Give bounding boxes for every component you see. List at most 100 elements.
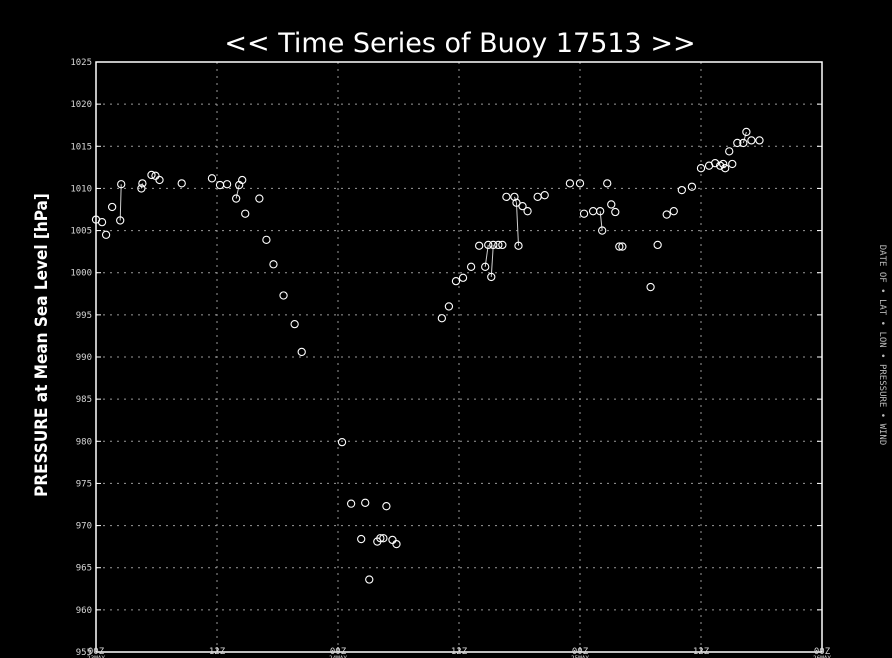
data-point <box>653 240 662 250</box>
data-point <box>487 272 496 282</box>
data-point <box>540 191 549 200</box>
data-point <box>238 175 247 185</box>
data-point <box>346 499 356 508</box>
grid <box>96 62 822 652</box>
data-point <box>494 240 503 250</box>
x-tick-label: 00Z <box>572 647 589 657</box>
data-point <box>646 282 655 292</box>
data-point <box>241 209 250 218</box>
data-point <box>138 179 147 188</box>
y-tick-label: 975 <box>76 479 92 489</box>
data-point <box>512 198 521 207</box>
y-axis-label: PRESSURE at Mean Sea Level [hPa] <box>32 193 52 497</box>
data-point <box>489 240 498 250</box>
series-connector <box>742 131 747 144</box>
data-point <box>117 180 126 189</box>
y-tick-label: 995 <box>76 311 92 321</box>
data-point <box>232 194 241 203</box>
x-tick-sublabel: 26MAY <box>813 655 831 658</box>
data-point <box>475 241 484 250</box>
data-point <box>733 138 742 148</box>
data-point <box>382 502 391 511</box>
y-tick-label: 1005 <box>70 227 92 237</box>
data-point <box>116 216 125 225</box>
data-point <box>147 170 156 180</box>
data-point <box>466 262 476 271</box>
y-tick-label: 960 <box>76 606 92 616</box>
data-points <box>91 127 764 584</box>
data-point <box>376 534 385 543</box>
data-point <box>502 192 511 202</box>
data-point <box>451 276 461 286</box>
series-connector <box>235 184 240 199</box>
x-tick-label: 12Z <box>451 647 468 657</box>
data-point <box>297 347 306 357</box>
data-point <box>598 226 607 235</box>
data-point <box>747 136 756 145</box>
y-tick-label: 955 <box>76 648 92 658</box>
data-point <box>484 240 493 250</box>
data-point <box>279 291 288 300</box>
data-point <box>269 260 278 269</box>
y-tick-label: 985 <box>76 395 92 405</box>
data-point <box>379 534 388 543</box>
data-point <box>725 147 734 156</box>
data-point <box>575 179 585 188</box>
data-point <box>290 319 299 329</box>
data-point <box>603 179 612 188</box>
x-tick-sublabel: 23MAY <box>87 655 105 658</box>
data-point <box>444 302 454 311</box>
data-point <box>687 182 697 191</box>
data-point <box>596 207 605 216</box>
data-point <box>728 159 737 169</box>
data-point <box>481 262 490 271</box>
y-tick-label: 1015 <box>70 142 92 152</box>
y-tick-label: 1025 <box>70 58 92 68</box>
data-point <box>739 138 748 148</box>
data-point <box>365 575 374 584</box>
series-connector <box>515 202 519 246</box>
data-point <box>518 201 527 211</box>
data-point <box>579 209 589 218</box>
x-tick-label: 12Z <box>209 647 226 657</box>
y-tick-label: 980 <box>76 437 92 447</box>
y-tick-label: 1020 <box>70 100 92 110</box>
series-connector <box>119 184 122 221</box>
y-tick-label: 970 <box>76 522 92 532</box>
data-point <box>721 164 730 173</box>
data-point <box>392 539 401 549</box>
series-connector <box>490 244 494 277</box>
y-tick-label: 1010 <box>70 184 92 194</box>
data-point <box>361 498 370 507</box>
data-point <box>262 235 271 244</box>
data-point <box>255 194 264 203</box>
x-tick-label: 00Z <box>330 647 347 657</box>
data-point <box>662 210 671 219</box>
y-tick-label: 965 <box>76 564 92 574</box>
data-point <box>510 192 519 202</box>
data-point <box>498 240 507 250</box>
x-tick-sublabel: 24MAY <box>329 655 347 658</box>
data-point <box>97 217 107 227</box>
data-point <box>565 179 575 188</box>
data-point <box>137 184 146 193</box>
data-point <box>696 164 706 173</box>
side-annotation: DATE OF • LAT • LON • PRESSURE • WIND <box>877 245 887 445</box>
series-connector <box>140 183 143 189</box>
data-point <box>222 180 232 189</box>
x-tick-label: 00Z <box>88 647 105 657</box>
data-point <box>514 241 523 250</box>
data-point <box>742 127 751 137</box>
chart-title: << Time Series of Buoy 17513 >> <box>224 28 695 59</box>
data-point <box>523 207 532 216</box>
data-point <box>618 242 627 251</box>
y-tick-label: 990 <box>76 353 92 363</box>
data-point <box>155 175 164 185</box>
data-point <box>107 202 117 212</box>
data-point <box>710 158 720 168</box>
data-point <box>677 185 686 195</box>
x-tick-label: 12Z <box>693 647 710 657</box>
data-point <box>437 314 447 323</box>
